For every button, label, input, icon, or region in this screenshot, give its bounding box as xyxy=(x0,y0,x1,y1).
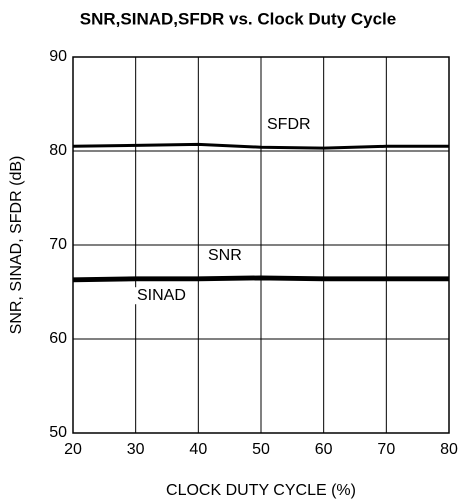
series-line xyxy=(72,275,449,281)
x-tick-label: 70 xyxy=(377,441,395,458)
series-line xyxy=(72,142,449,150)
x-tick-label: 20 xyxy=(64,441,82,458)
chart-title: SNR,SINAD,SFDR vs. Clock Duty Cycle xyxy=(80,9,396,28)
y-tick-label: 70 xyxy=(49,236,67,253)
x-axis-label: CLOCK DUTY CYCLE (%) xyxy=(166,482,356,499)
y-tick-label: 60 xyxy=(49,330,67,347)
plot-frame xyxy=(72,56,450,434)
x-tick-label: 80 xyxy=(440,441,458,458)
label-background xyxy=(265,116,313,134)
y-tick-label: 90 xyxy=(49,48,67,65)
series-line xyxy=(72,277,449,283)
y-tick-label: 50 xyxy=(49,424,67,441)
series-label: SINAD xyxy=(137,287,186,304)
x-tick-label: 50 xyxy=(252,441,270,458)
label-background xyxy=(206,247,244,265)
label-background xyxy=(135,287,188,305)
series-label: SNR xyxy=(208,247,242,264)
x-tick-label: 30 xyxy=(127,441,145,458)
x-tick-label: 40 xyxy=(189,441,207,458)
y-tick-label: 80 xyxy=(49,142,67,159)
y-axis-label: SNR, SINAD, SFDR (dB) xyxy=(8,156,25,335)
x-tick-label: 60 xyxy=(315,441,333,458)
series-label: SFDR xyxy=(267,116,311,133)
